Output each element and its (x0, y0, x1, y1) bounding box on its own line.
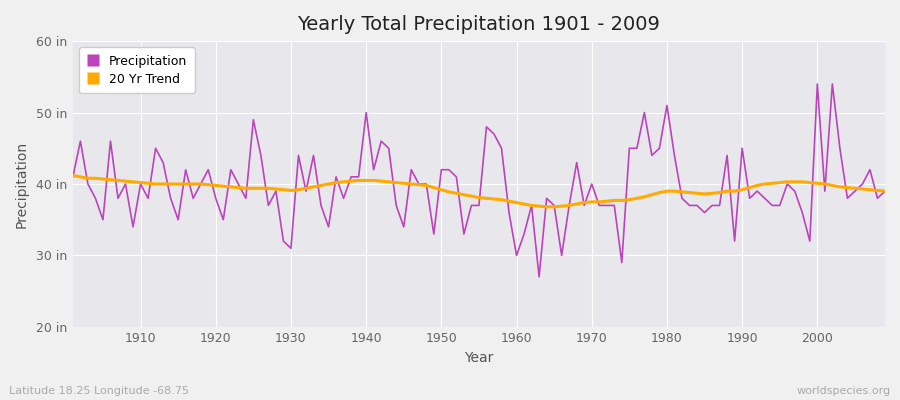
Text: Latitude 18.25 Longitude -68.75: Latitude 18.25 Longitude -68.75 (9, 386, 189, 396)
Text: worldspecies.org: worldspecies.org (796, 386, 891, 396)
Title: Yearly Total Precipitation 1901 - 2009: Yearly Total Precipitation 1901 - 2009 (298, 15, 661, 34)
Y-axis label: Precipitation: Precipitation (15, 140, 29, 228)
X-axis label: Year: Year (464, 351, 493, 365)
Legend: Precipitation, 20 Yr Trend: Precipitation, 20 Yr Trend (79, 47, 195, 93)
